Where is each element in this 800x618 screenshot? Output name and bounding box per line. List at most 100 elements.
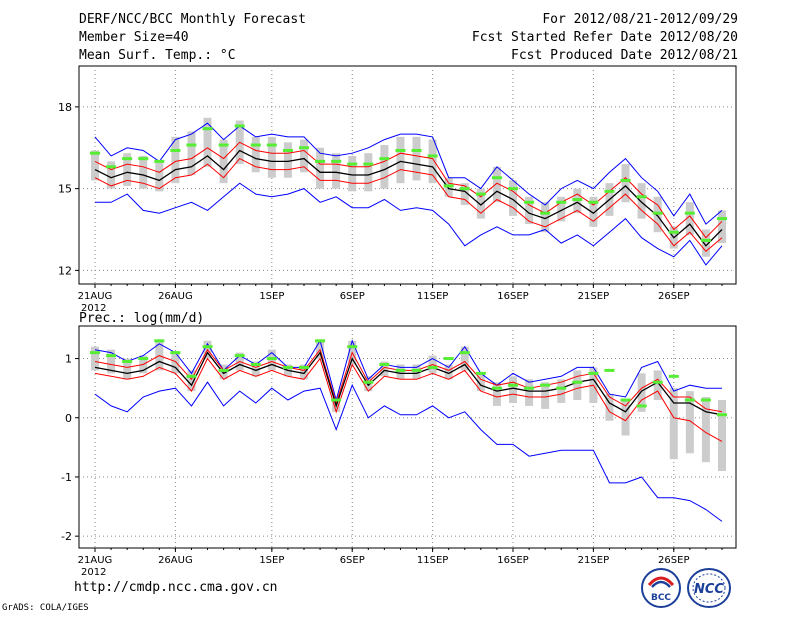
median-marker	[411, 368, 422, 372]
x-tick-label: 11SEP	[417, 555, 448, 566]
median-marker	[250, 362, 261, 366]
median-marker	[106, 354, 117, 358]
spread-box	[155, 161, 164, 192]
spread-box	[557, 196, 566, 222]
spread-box	[460, 183, 469, 205]
median-marker	[138, 357, 149, 361]
median-marker	[395, 368, 406, 372]
spread-box	[91, 346, 99, 371]
x-tick-label: 1SEP	[259, 291, 284, 302]
y-tick-label: 15	[58, 183, 72, 196]
spread-box	[557, 379, 566, 403]
chart-title: DERF/NCC/BCC Monthly Forecast	[79, 12, 306, 27]
spread-box	[653, 370, 662, 400]
median-marker	[266, 143, 277, 147]
spread-box	[669, 388, 678, 460]
x-tick-label: 26SEP	[658, 555, 689, 566]
spread-box	[364, 153, 373, 192]
source-url[interactable]: http://cmdp.ncc.cma.gov.cn	[74, 580, 278, 595]
y-tick-label: 12	[58, 264, 72, 277]
spread-box	[701, 229, 710, 257]
median-marker	[122, 157, 133, 161]
median-marker	[90, 351, 100, 355]
x-tick-label: 26AUG	[158, 291, 193, 302]
spread-box	[107, 349, 116, 374]
spread-box	[718, 210, 726, 244]
median-marker	[604, 189, 615, 193]
median-marker	[588, 371, 599, 375]
variable-label: Mean Surf. Temp.: °C	[79, 48, 236, 63]
y-tick-label: 18	[58, 101, 72, 114]
y-tick-label: 1	[65, 353, 72, 366]
median-marker	[395, 148, 406, 152]
spread-box	[187, 370, 196, 392]
median-marker	[588, 200, 599, 204]
spread-box	[685, 391, 694, 454]
median-marker	[106, 165, 117, 169]
median-marker	[540, 211, 551, 215]
spread-box	[203, 117, 212, 167]
plot-frame	[78, 65, 737, 285]
x-tick-label: 11SEP	[417, 291, 448, 302]
spread-box	[348, 155, 357, 192]
spread-box	[525, 196, 534, 225]
median-marker	[282, 365, 293, 369]
median-marker	[475, 192, 486, 196]
spread-box	[525, 379, 534, 406]
spread-box	[171, 136, 180, 184]
median-marker	[427, 154, 438, 158]
median-marker	[443, 357, 454, 361]
spread-box	[589, 196, 598, 227]
x-tick-sublabel: 2012	[81, 303, 106, 314]
bcc-logo: BCC	[641, 568, 681, 608]
median-marker	[347, 345, 358, 349]
y-tick-label: 0	[65, 412, 72, 425]
median-marker	[684, 211, 695, 215]
median-marker	[299, 365, 309, 369]
spread-box	[396, 136, 405, 184]
y-tick-label: -1	[61, 471, 72, 484]
bcc-logo-text: BCC	[651, 593, 671, 603]
median-marker	[218, 368, 229, 372]
forecast-period: For 2012/08/21-2012/09/29	[542, 12, 738, 27]
spread-box	[428, 139, 437, 184]
spread-box	[380, 145, 389, 189]
spread-box	[267, 136, 276, 178]
median-marker	[668, 230, 679, 234]
median-marker	[315, 159, 326, 163]
median-marker	[459, 187, 470, 191]
series-line-max	[94, 339, 722, 402]
median-marker	[475, 371, 486, 375]
median-marker	[90, 151, 100, 155]
x-tick-label: 21SEP	[578, 291, 609, 302]
median-marker	[556, 386, 567, 390]
median-marker	[347, 162, 358, 166]
median-marker	[668, 374, 679, 378]
member-size-label: Member Size=40	[79, 30, 189, 45]
fcst-start-date: Fcst Started Refer Date 2012/08/20	[471, 30, 738, 45]
median-marker	[299, 146, 309, 150]
median-marker	[202, 345, 213, 349]
x-tick-label: 6SEP	[340, 291, 365, 302]
x-tick-label: 21AUG	[78, 555, 113, 566]
spread-box	[219, 139, 228, 184]
median-marker	[717, 217, 727, 221]
median-marker	[443, 184, 454, 188]
spread-box	[283, 142, 292, 178]
median-marker	[411, 148, 422, 152]
spread-box	[123, 358, 132, 380]
series-line-min	[95, 182, 723, 266]
spread-box	[621, 400, 630, 436]
spread-box	[187, 131, 196, 175]
median-marker	[331, 398, 342, 402]
median-marker	[524, 200, 535, 204]
median-marker	[202, 127, 213, 131]
median-marker	[508, 187, 518, 191]
ncc-logo: NCC	[687, 568, 731, 608]
median-marker	[186, 143, 197, 147]
spread-box	[685, 202, 694, 235]
median-marker	[652, 380, 663, 384]
x-tick-label: 6SEP	[340, 555, 365, 566]
